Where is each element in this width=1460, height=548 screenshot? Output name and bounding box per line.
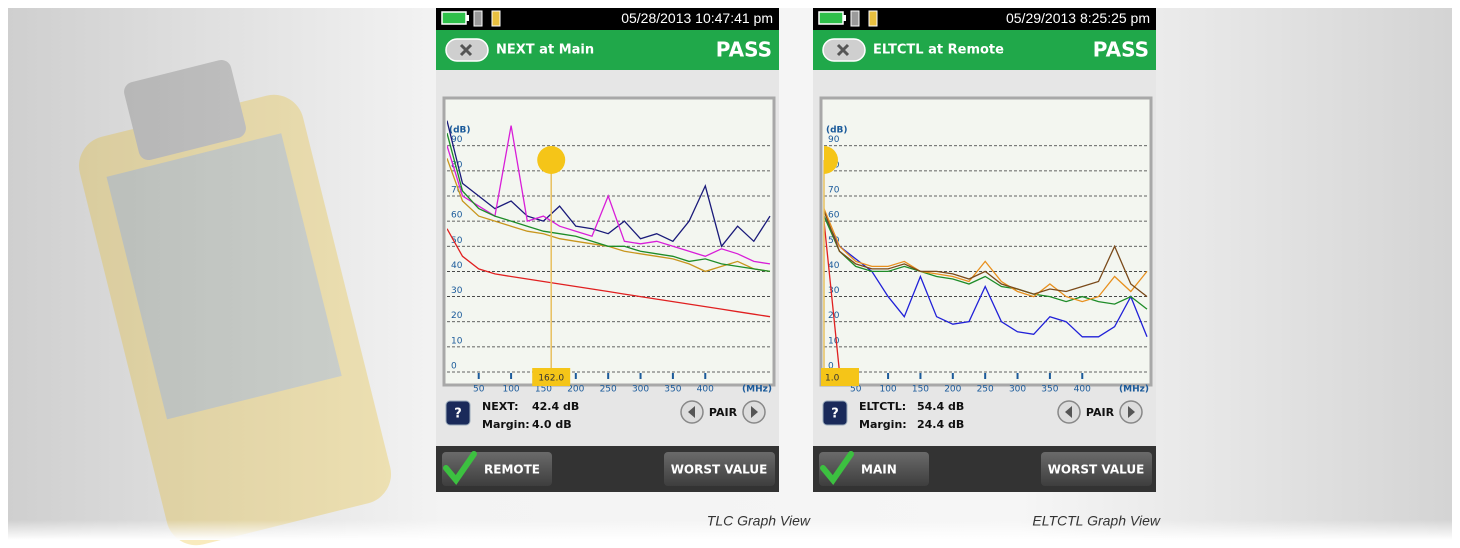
result: PASS xyxy=(716,38,772,62)
screen-title: ELTCTL at Remote xyxy=(873,43,1004,58)
y-tick-label: 0 xyxy=(451,362,457,372)
right-button-label: WORST VALUE xyxy=(1048,463,1145,477)
measure-value: 54.4 dB xyxy=(917,400,964,413)
left-button-label: REMOTE xyxy=(484,463,540,477)
device-screen: 05/28/2013 10:47:41 pm NEXT at Main PASS (d… xyxy=(436,8,779,492)
battery-tip xyxy=(466,15,469,21)
y-axis-label: (dB) xyxy=(826,126,848,136)
screen-title: NEXT at Main xyxy=(496,43,594,58)
timestamp: 05/29/2013 8:25:25 pm xyxy=(1006,10,1150,26)
y-tick-label: 20 xyxy=(451,311,463,321)
graph-frame xyxy=(444,98,774,385)
x-tick-label: 150 xyxy=(912,385,929,395)
x-axis-label: (MHz) xyxy=(742,385,772,395)
x-tick-label: 100 xyxy=(502,385,519,395)
y-tick-label: 60 xyxy=(451,211,463,221)
graph-frame xyxy=(821,98,1151,385)
x-tick-label: 250 xyxy=(600,385,617,395)
help-label: ? xyxy=(454,407,462,422)
link-icon xyxy=(869,11,877,26)
timestamp: 05/28/2013 10:47:41 pm xyxy=(621,10,773,26)
measure-label: ELTCTL: xyxy=(859,400,906,413)
x-tick-label: 400 xyxy=(697,385,714,395)
left-button-label: MAIN xyxy=(861,463,897,477)
x-tick-label: 100 xyxy=(879,385,896,395)
margin-label: Margin: xyxy=(859,418,907,431)
measure-value: 42.4 dB xyxy=(532,400,579,413)
y-tick-label: 40 xyxy=(451,261,463,271)
device-screen: 05/29/2013 8:25:25 pm ELTCTL at Remote PAS… xyxy=(810,8,1156,492)
pair-label: PAIR xyxy=(1086,406,1115,419)
y-tick-label: 10 xyxy=(828,336,840,346)
battery-icon xyxy=(442,12,466,24)
link-icon xyxy=(474,11,482,26)
cursor-label: 1.0 xyxy=(825,374,840,384)
x-tick-label: 50 xyxy=(473,385,485,395)
y-tick-label: 40 xyxy=(828,261,840,271)
x-tick-label: 200 xyxy=(944,385,961,395)
battery-tip xyxy=(843,15,846,21)
result: PASS xyxy=(1093,38,1149,62)
x-tick-label: 300 xyxy=(1009,385,1026,395)
x-tick-label: 350 xyxy=(664,385,681,395)
margin-value: 24.4 dB xyxy=(917,418,964,431)
x-axis-label: (MHz) xyxy=(1119,385,1149,395)
margin-value: 4.0 dB xyxy=(532,418,572,431)
y-tick-label: 30 xyxy=(451,286,463,296)
measure-label: NEXT: xyxy=(482,400,519,413)
x-tick-label: 250 xyxy=(977,385,994,395)
battery-icon xyxy=(819,12,843,24)
y-axis-label: (dB) xyxy=(449,126,471,136)
cursor-label: 162.0 xyxy=(538,374,564,384)
caption: ELTCTL Graph View xyxy=(1032,513,1161,529)
y-tick-label: 10 xyxy=(451,336,463,346)
right-button-label: WORST VALUE xyxy=(671,463,768,477)
margin-label: Margin: xyxy=(482,418,530,431)
y-tick-label: 70 xyxy=(828,186,840,196)
help-label: ? xyxy=(831,407,839,422)
cursor-handle[interactable] xyxy=(537,146,565,174)
y-tick-label: 90 xyxy=(828,135,840,145)
y-tick-label: 60 xyxy=(828,211,840,221)
link-icon xyxy=(851,11,859,26)
caption: TLC Graph View xyxy=(707,513,811,529)
link-icon xyxy=(492,11,500,26)
pair-label: PAIR xyxy=(709,406,738,419)
x-tick-label: 350 xyxy=(1041,385,1058,395)
y-tick-label: 30 xyxy=(828,286,840,296)
y-tick-label: 50 xyxy=(451,236,463,246)
page: 05/28/2013 10:47:41 pm NEXT at Main PASS (d… xyxy=(0,0,1460,548)
x-tick-label: 400 xyxy=(1074,385,1091,395)
x-tick-label: 300 xyxy=(632,385,649,395)
